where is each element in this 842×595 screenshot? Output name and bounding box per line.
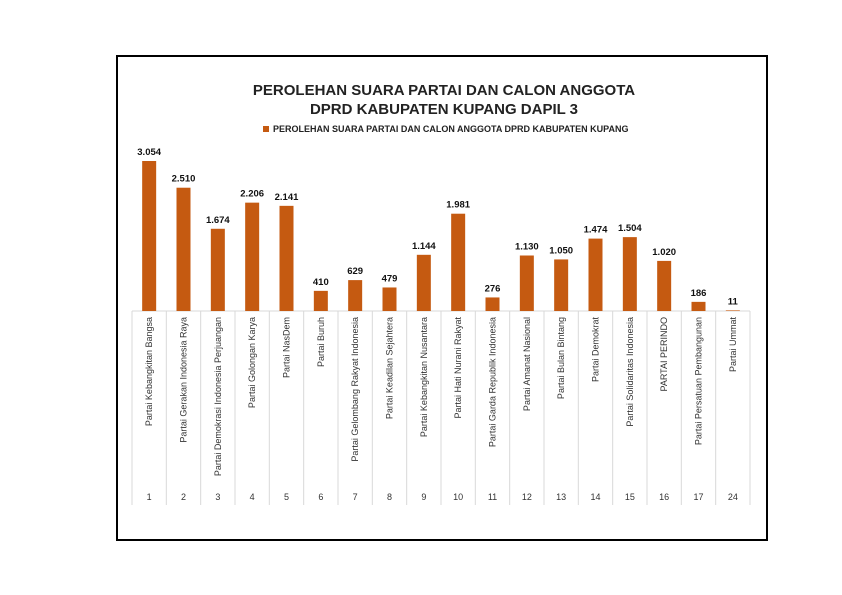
category-number: 1 — [147, 492, 152, 502]
category-number: 2 — [181, 492, 186, 502]
data-label: 186 — [691, 288, 707, 299]
category-number: 4 — [250, 492, 255, 502]
data-label: 1.504 — [618, 223, 642, 234]
bar — [176, 187, 191, 311]
category-label: Partai Amanat Nasional — [522, 317, 532, 411]
bar — [313, 290, 328, 311]
chart-title-line-1: PEROLEHAN SUARA PARTAI DAN CALON ANGGOTA — [253, 82, 635, 99]
category-number: 8 — [387, 492, 392, 502]
category-label: Partai Bulan Bintang — [556, 317, 566, 399]
bar — [657, 260, 672, 311]
bar — [348, 280, 363, 311]
bar — [519, 255, 534, 311]
category-number: 14 — [590, 492, 600, 502]
data-label: 2.206 — [240, 189, 264, 200]
category-number: 13 — [556, 492, 566, 502]
bar — [245, 202, 260, 311]
category-number: 16 — [659, 492, 669, 502]
chart-title-line-2: DPRD KABUPATEN KUPANG DAPIL 3 — [310, 101, 578, 118]
data-label: 2.510 — [172, 174, 196, 185]
legend-label: PEROLEHAN SUARA PARTAI DAN CALON ANGGOTA… — [273, 124, 629, 134]
category-label: Partai Demokrasi Indonesia Perjuangan — [213, 317, 223, 476]
chart-frame: PEROLEHAN SUARA PARTAI DAN CALON ANGGOTA… — [116, 55, 768, 541]
category-number: 5 — [284, 492, 289, 502]
bar — [554, 259, 569, 311]
category-number: 17 — [693, 492, 703, 502]
data-label: 11 — [728, 296, 739, 307]
bar — [691, 301, 706, 311]
bar — [451, 213, 466, 311]
category-number: 15 — [625, 492, 635, 502]
category-number: 11 — [488, 492, 497, 502]
data-label: 1.144 — [412, 241, 436, 252]
bar — [588, 238, 603, 311]
data-label: 3.054 — [137, 147, 161, 158]
bar — [279, 205, 294, 311]
category-label: Partai Persatuan Pembangunan — [694, 317, 704, 445]
category-label: Partai Ummat — [728, 317, 738, 373]
data-label: 410 — [313, 277, 329, 288]
category-label: Partai NasDem — [282, 317, 292, 378]
category-number: 9 — [421, 492, 426, 502]
data-label: 1.674 — [206, 215, 230, 226]
data-label: 479 — [382, 273, 398, 284]
data-label: 1.981 — [446, 200, 470, 211]
category-label: Partai Solidaritas Indonesia — [625, 317, 635, 427]
category-label: Partai Garda Republik Indonesia — [488, 317, 498, 447]
category-label: Partai Kebangkitan Nusantara — [419, 317, 429, 437]
data-label: 1.050 — [549, 245, 573, 256]
bar — [725, 310, 740, 311]
category-label: PARTAI PERINDO — [659, 317, 669, 392]
category-number: 6 — [318, 492, 323, 502]
category-label: Partai Gerakan Indonesia Raya — [179, 317, 189, 443]
bar — [142, 161, 157, 311]
category-number: 12 — [522, 492, 532, 502]
bar — [485, 297, 500, 311]
data-label: 2.141 — [275, 192, 299, 203]
category-label: Partai Hati Nurani Rakyat — [453, 317, 463, 419]
category-label: Partai Demokrat — [591, 317, 601, 383]
data-label: 276 — [485, 283, 501, 294]
data-label: 1.130 — [515, 241, 539, 252]
bar — [622, 237, 637, 311]
bar — [210, 228, 225, 311]
category-number: 10 — [453, 492, 463, 502]
category-label: Partai Kebangkitan Bangsa — [144, 317, 154, 426]
data-label: 1.020 — [652, 247, 676, 258]
bar-chart: PEROLEHAN SUARA PARTAI DAN CALON ANGGOTA… — [131, 82, 751, 505]
legend-swatch — [263, 126, 269, 132]
bar — [416, 254, 431, 311]
bar — [382, 287, 397, 311]
category-label: Partai Golongan Karya — [247, 317, 257, 408]
data-label: 629 — [347, 266, 363, 277]
data-label: 1.474 — [584, 225, 608, 236]
category-number: 7 — [353, 492, 358, 502]
category-number: 3 — [215, 492, 220, 502]
category-label: Partai Buruh — [316, 317, 326, 367]
category-label: Partai Gelombang Rakyat Indonesia — [350, 317, 360, 462]
category-number: 24 — [728, 492, 738, 502]
category-label: Partai Keadilan Sejahtera — [385, 317, 395, 419]
